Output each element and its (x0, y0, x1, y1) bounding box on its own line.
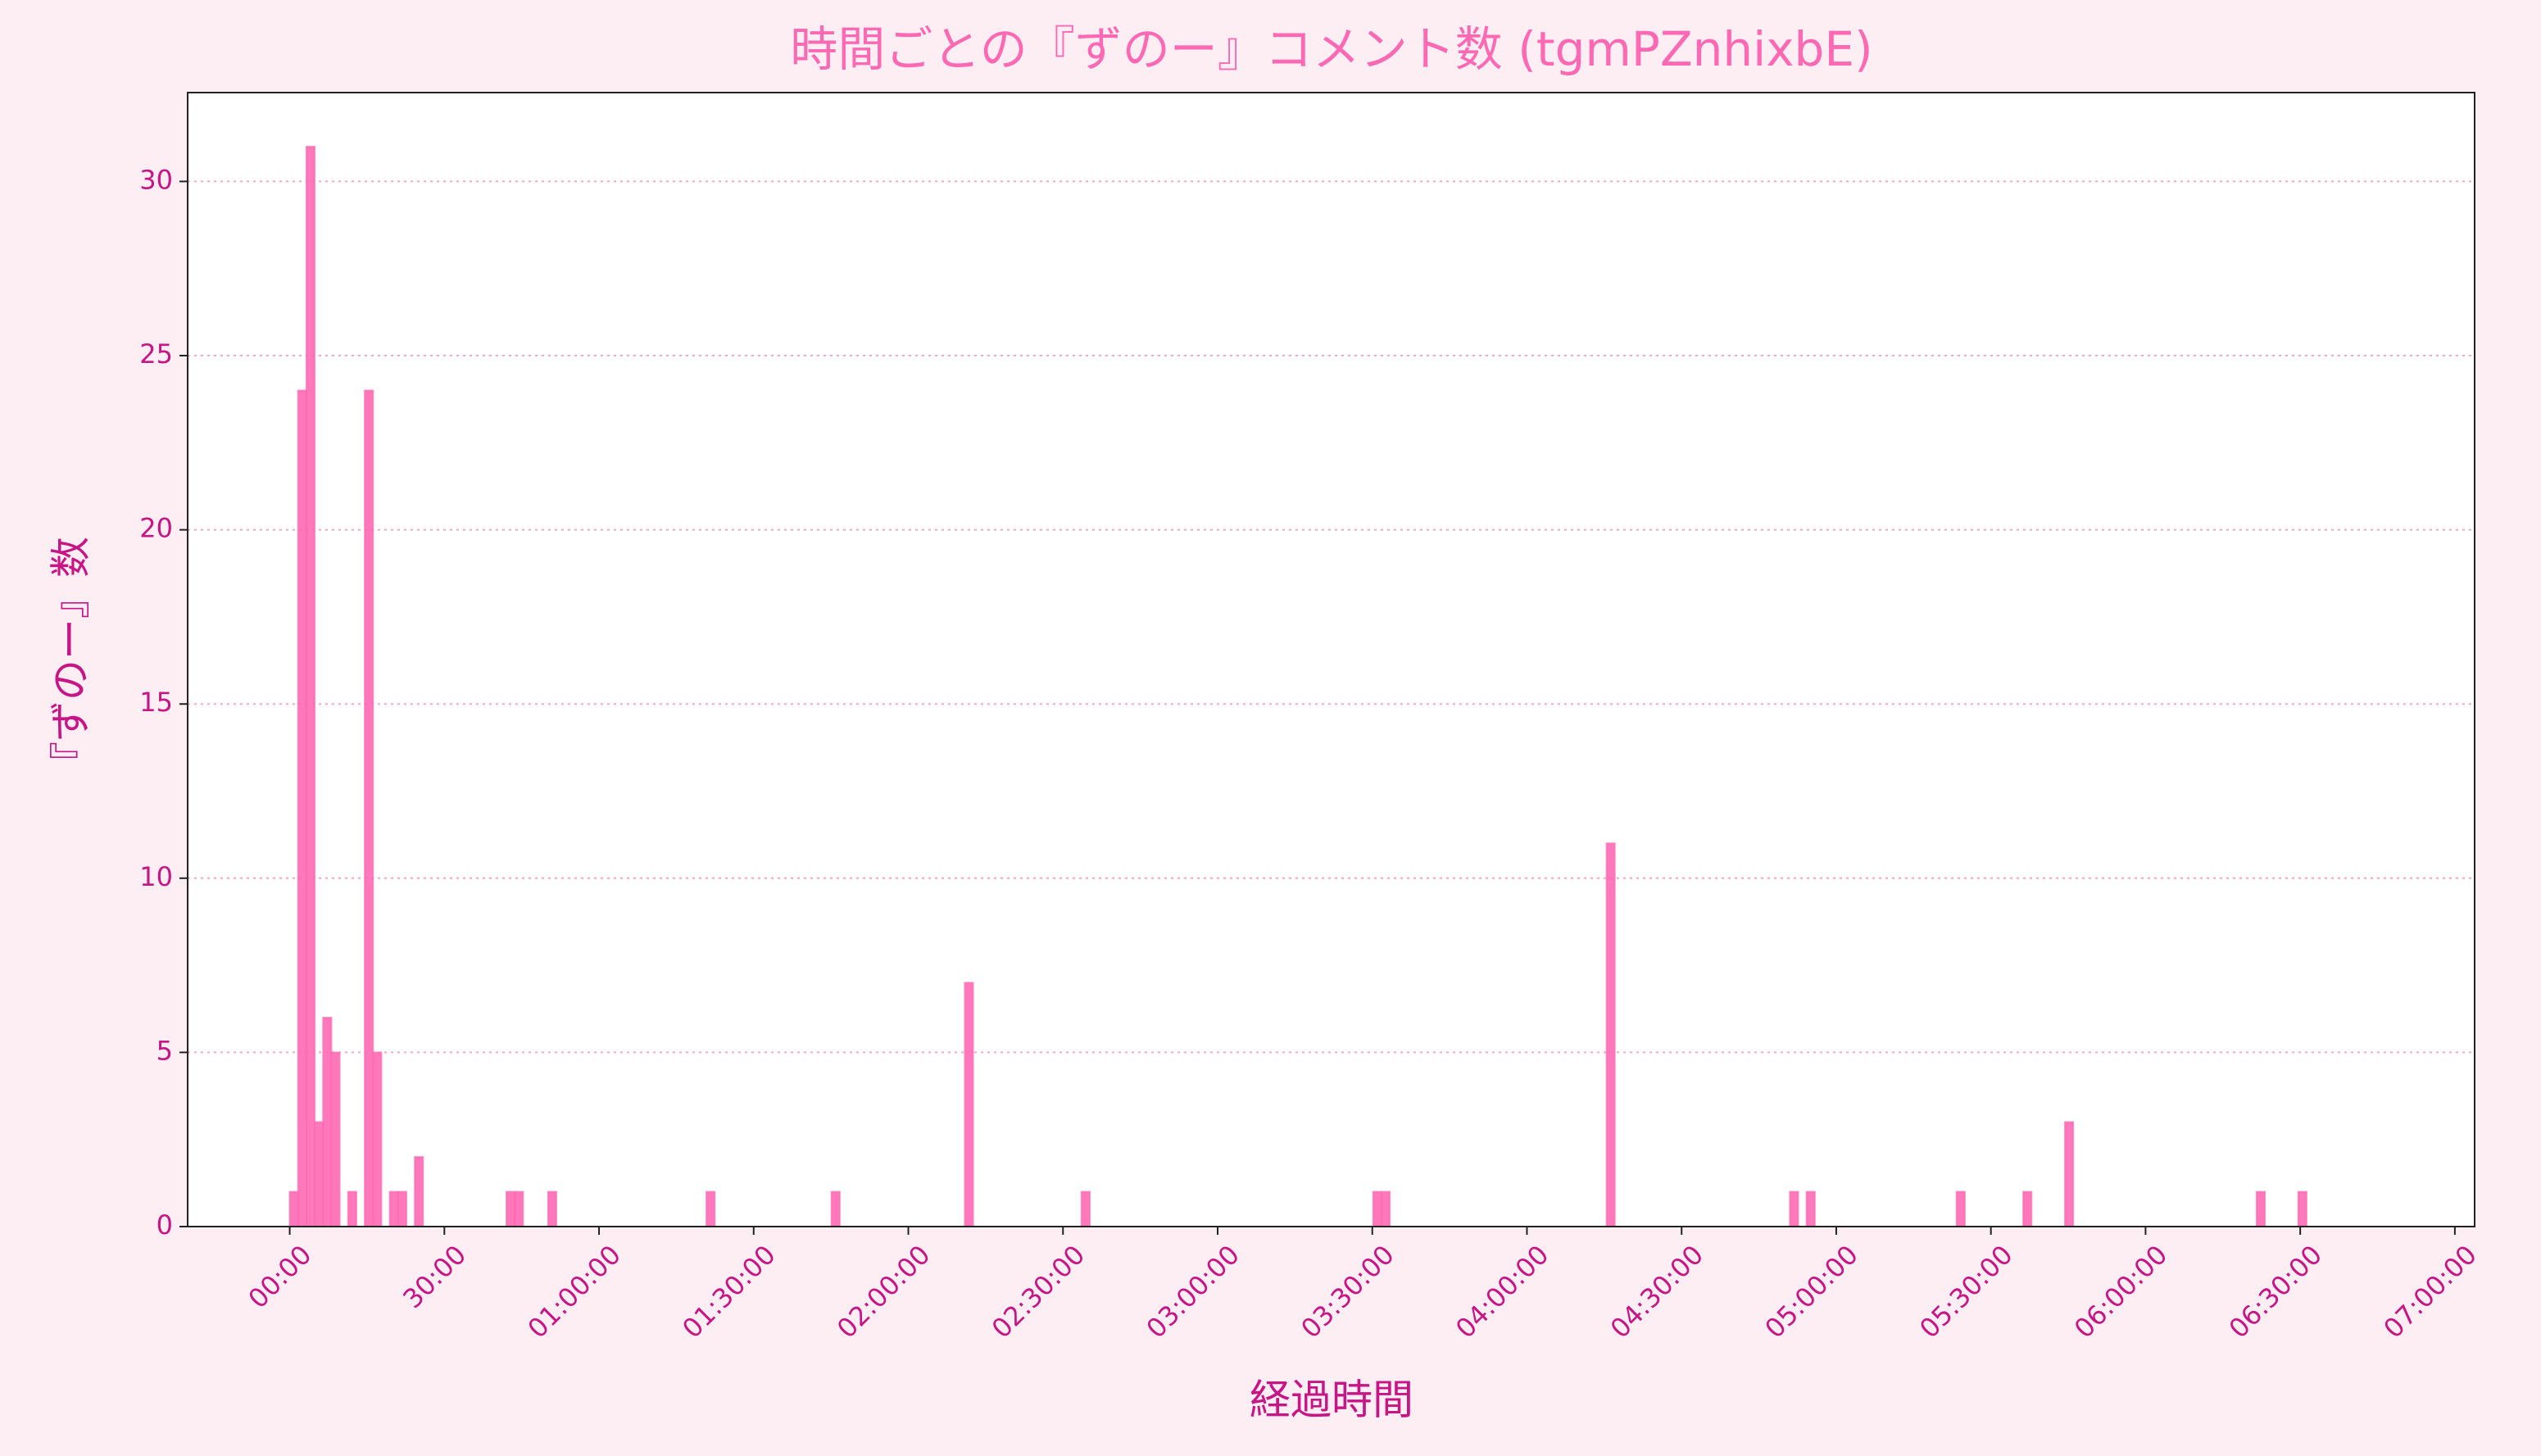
y-tick-label: 15 (139, 687, 173, 718)
bar (1372, 1191, 1382, 1228)
x-axis-label: 経過時間 (1250, 1377, 1413, 1424)
bar (547, 1191, 558, 1228)
y-tick-label: 25 (139, 338, 173, 370)
y-tick-label: 0 (157, 1209, 173, 1241)
bar (1605, 842, 1616, 1228)
bar (1080, 1191, 1091, 1228)
plot-area (188, 93, 2475, 1227)
y-tick-label: 10 (139, 861, 173, 892)
bar (514, 1191, 524, 1228)
bar (2063, 1121, 2075, 1227)
bar (288, 1191, 299, 1228)
bar (297, 389, 307, 1227)
bar (830, 1191, 841, 1228)
chart-title: 時間ごとの『ずのー』コメント数 (tgmPZnhixbE) (790, 21, 1872, 77)
bar (347, 1191, 357, 1228)
bar (706, 1191, 716, 1228)
bar (2297, 1191, 2307, 1228)
bar (1789, 1191, 1799, 1228)
bar (330, 1051, 341, 1228)
bar (506, 1191, 516, 1228)
bar (1380, 1191, 1391, 1228)
bar (1805, 1191, 1816, 1228)
bar (322, 1016, 333, 1227)
y-tick-label: 5 (157, 1035, 173, 1066)
y-axis-label: 『ずのー』数 (48, 537, 95, 782)
y-tick-label: 20 (139, 513, 173, 544)
bar (314, 1121, 324, 1227)
bar (397, 1191, 407, 1228)
plot-frame (187, 92, 2475, 1227)
bar (2022, 1191, 2033, 1228)
bar (388, 1191, 399, 1228)
bar (305, 145, 316, 1227)
bar (372, 1051, 383, 1228)
bar (2255, 1191, 2266, 1228)
bar (364, 389, 374, 1227)
bar (414, 1155, 424, 1227)
y-tick-label: 30 (139, 164, 173, 195)
bar (1955, 1191, 1966, 1228)
bar (964, 982, 974, 1227)
